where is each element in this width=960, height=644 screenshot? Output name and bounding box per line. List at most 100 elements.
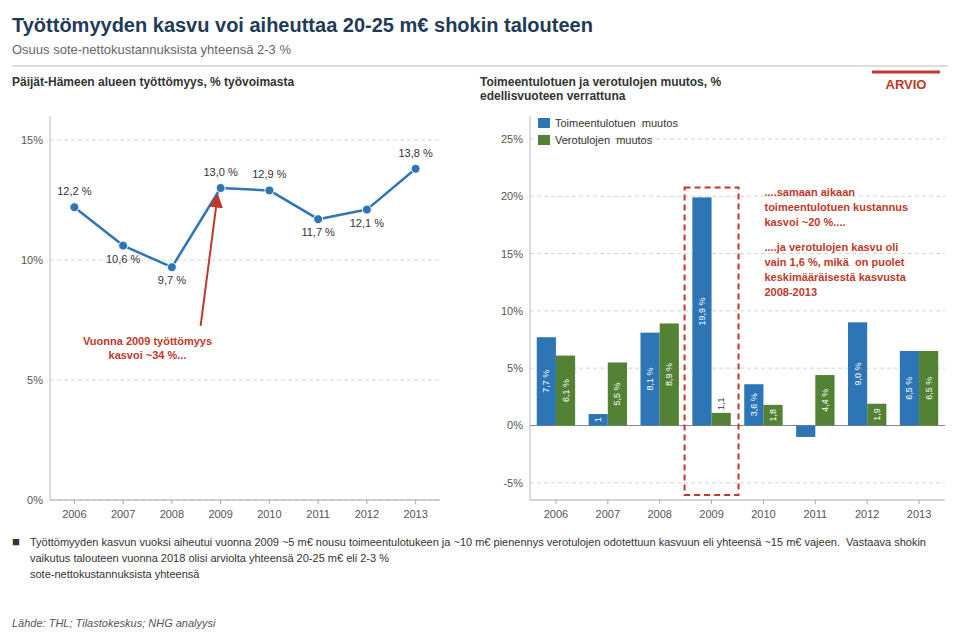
y-tick-label: 0% bbox=[507, 419, 523, 431]
bar bbox=[867, 404, 886, 426]
grid-line bbox=[50, 140, 440, 141]
bar bbox=[608, 362, 627, 425]
legend-swatch bbox=[538, 118, 550, 128]
legend-label: Toimeentulotuen muutos bbox=[555, 117, 678, 129]
x-tick bbox=[415, 500, 416, 504]
plot-area bbox=[70, 164, 420, 271]
x-tick bbox=[366, 500, 367, 504]
x-tick-label: 2013 bbox=[403, 508, 427, 520]
x-axis-line bbox=[530, 500, 945, 501]
footnote-bullet: ■ bbox=[12, 533, 20, 552]
line-path bbox=[74, 169, 415, 267]
x-tick-label: 2007 bbox=[596, 508, 620, 520]
x-tick-label: 2007 bbox=[111, 508, 135, 520]
text-line: Toimeentulotuen ja verotulojen muutos, % bbox=[480, 75, 721, 89]
subtitle: Osuus sote-nettokustannuksista yhteensä … bbox=[12, 42, 291, 57]
bar bbox=[815, 375, 834, 425]
y-axis-line bbox=[50, 116, 51, 500]
legend-swatch bbox=[538, 135, 550, 145]
grid-line bbox=[530, 368, 945, 369]
data-label: 6,5 % bbox=[904, 377, 914, 400]
x-tick bbox=[711, 500, 712, 504]
header-rule bbox=[12, 66, 948, 67]
x-tick bbox=[318, 500, 319, 504]
bar bbox=[848, 322, 867, 425]
highlight-box bbox=[685, 187, 739, 495]
y-tick-label: 0% bbox=[27, 494, 43, 506]
x-tick bbox=[220, 500, 221, 504]
text-line: toimeentulotuen kustannus bbox=[764, 201, 908, 213]
y-tick-label: 10% bbox=[501, 305, 523, 317]
bar bbox=[640, 333, 659, 426]
text-line: Vuonna 2009 työttömyys bbox=[83, 335, 212, 347]
text-line: vain 1,6 %, mikä on puolet bbox=[764, 256, 904, 268]
page-annotation: ARVIO bbox=[886, 77, 927, 92]
x-axis-line bbox=[50, 500, 440, 501]
grid-line bbox=[50, 500, 440, 501]
legend: Toimeentulotuen muutos Verotulojen muutos bbox=[538, 117, 678, 146]
legend-label: Verotulojen muutos bbox=[555, 134, 653, 146]
data-label: 12,1 % bbox=[350, 217, 384, 229]
annotation: ....ja verotulojen kasvu olivain 1,6 %, … bbox=[764, 241, 906, 298]
data-label: 3,6 % bbox=[749, 393, 759, 416]
data-label: 9,0 % bbox=[853, 362, 863, 385]
source-note: Lähde: THL; Tilastokeskus; NHG analyysi bbox=[12, 616, 942, 632]
annotation: ....samaan aikaantoimeentulotuen kustann… bbox=[764, 186, 908, 228]
annotation: Vuonna 2009 työttömyys kasvoi ~34 %... bbox=[83, 335, 212, 361]
bar bbox=[537, 337, 556, 425]
line-point bbox=[119, 241, 128, 250]
line-point bbox=[216, 184, 225, 193]
x-tick-label: 2009 bbox=[208, 508, 232, 520]
data-label: 4,4 % bbox=[820, 389, 830, 412]
bar bbox=[744, 384, 763, 425]
y-tick-label: 10% bbox=[21, 254, 43, 266]
grid-line bbox=[530, 310, 945, 311]
y-tick-label: 5% bbox=[27, 374, 43, 386]
bar bbox=[763, 405, 782, 426]
text-line: kasvoi ~20 %.... bbox=[764, 216, 845, 228]
data-labels: 7,7 %18,1 %19,9 %3,6 %9,0 %6,5 %6,1 %5,5… bbox=[541, 297, 933, 422]
data-label: 6,5 % bbox=[924, 377, 934, 400]
data-label: 12,9 % bbox=[252, 168, 286, 180]
grid-line bbox=[50, 380, 440, 381]
line-point bbox=[411, 164, 420, 173]
bar bbox=[660, 323, 679, 425]
data-label: 13,0 % bbox=[204, 166, 238, 178]
data-label: 1,9 bbox=[872, 408, 882, 421]
text-line: kasvoi ~34 %... bbox=[109, 349, 187, 361]
data-label: 1,1 bbox=[716, 397, 726, 410]
bar bbox=[556, 356, 575, 426]
label-overline bbox=[872, 71, 940, 74]
x-tick-label: 2010 bbox=[257, 508, 281, 520]
data-label: 7,7 % bbox=[541, 370, 551, 393]
data-label: 8,9 % bbox=[664, 363, 674, 386]
data-label: 19,9 % bbox=[697, 297, 707, 325]
grid-line bbox=[530, 253, 945, 254]
data-label: 11,7 % bbox=[301, 226, 335, 238]
x-tick-label: 2006 bbox=[62, 508, 86, 520]
y-tick-label: 15% bbox=[21, 134, 43, 146]
data-label: 1 bbox=[593, 417, 603, 422]
x-tick-label: 2008 bbox=[160, 508, 184, 520]
data-label: 12,2 % bbox=[57, 185, 91, 197]
y-axis-line bbox=[530, 116, 531, 500]
y-tick-label: -5% bbox=[503, 477, 523, 489]
line-point bbox=[70, 203, 79, 212]
x-tick bbox=[763, 500, 764, 504]
stage: Työttömyyden kasvu voi aiheuttaa 20-25 m… bbox=[0, 0, 960, 644]
y-tick-label: 25% bbox=[501, 133, 523, 145]
line-point bbox=[314, 215, 323, 224]
x-tick-label: 2011 bbox=[306, 508, 330, 520]
x-tick bbox=[74, 500, 75, 504]
line-point bbox=[265, 186, 274, 195]
chart-bar: Toimeentulotuen ja verotulojen muutos, %… bbox=[480, 75, 945, 520]
x-tick-label: 2009 bbox=[699, 508, 723, 520]
x-tick-label: 2013 bbox=[907, 508, 931, 520]
x-tick-label: 2006 bbox=[544, 508, 568, 520]
data-label: 5,5 % bbox=[612, 382, 622, 405]
x-tick-label: 2012 bbox=[355, 508, 379, 520]
text-line: edellisvuoteen verrattuna bbox=[480, 89, 626, 103]
data-label: 6,1 % bbox=[561, 379, 571, 402]
text-line: keskimääräisestä kasvusta bbox=[764, 271, 906, 283]
x-tick bbox=[659, 500, 660, 504]
